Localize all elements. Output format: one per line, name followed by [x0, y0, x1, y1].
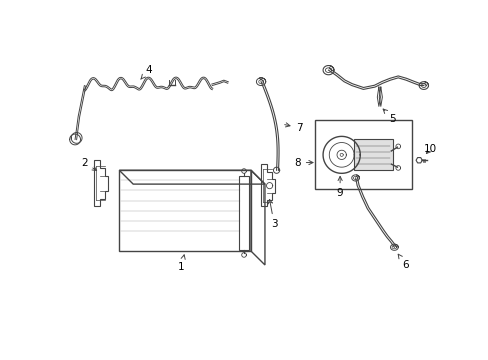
Bar	[239, 176, 248, 249]
Bar	[315, 120, 411, 189]
Bar	[353, 139, 392, 170]
Text: 2: 2	[81, 158, 97, 171]
Text: 5: 5	[383, 109, 395, 123]
Text: 9: 9	[336, 176, 343, 198]
Text: 1: 1	[178, 255, 185, 271]
Text: 4: 4	[141, 65, 152, 79]
Text: 6: 6	[397, 254, 408, 270]
Text: 8: 8	[294, 158, 312, 167]
Text: 7: 7	[284, 123, 303, 133]
Text: 3: 3	[268, 199, 277, 229]
Text: 10: 10	[423, 144, 436, 154]
